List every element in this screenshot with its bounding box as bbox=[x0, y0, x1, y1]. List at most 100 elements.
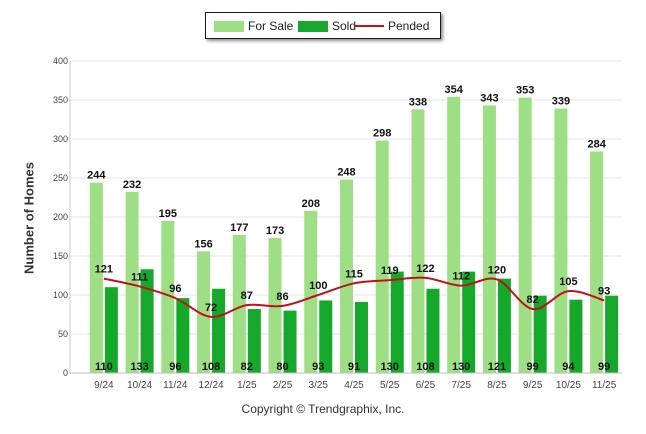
pended-value-label: 112 bbox=[452, 271, 470, 283]
legend-item-sold[interactable]: Sold bbox=[298, 19, 356, 33]
for-sale-bar[interactable] bbox=[482, 105, 496, 374]
for-sale-value-label: 173 bbox=[266, 225, 284, 237]
axes: 0 50 100 150 200 250 300 350 400 9/24 10/24 11/24 12… bbox=[53, 56, 622, 391]
for-sale-bar[interactable] bbox=[340, 179, 353, 373]
pended-value-label: 105 bbox=[559, 276, 577, 288]
sold-bar[interactable] bbox=[247, 309, 261, 373]
sold-value-label: 93 bbox=[312, 361, 324, 373]
x-tick-label: 5/25 bbox=[380, 380, 400, 391]
y-tick-label: 0 bbox=[63, 368, 68, 378]
sold-bars bbox=[104, 269, 619, 373]
for-sale-value-label: 354 bbox=[445, 84, 464, 96]
x-tick-label: 11/25 bbox=[592, 380, 617, 391]
sold-value-label: 94 bbox=[562, 361, 575, 373]
pended-value-label: 87 bbox=[241, 290, 253, 302]
pended-value-label: 96 bbox=[169, 283, 181, 295]
legend-label-pended: Pended bbox=[388, 19, 430, 33]
y-tick-label: 250 bbox=[53, 173, 68, 183]
for-sale-value-label: 298 bbox=[373, 128, 391, 140]
sold-value-label: 130 bbox=[381, 361, 399, 373]
legend-item-pended[interactable]: Pended bbox=[354, 19, 429, 33]
sold-bar[interactable] bbox=[283, 310, 297, 373]
sold-bar[interactable] bbox=[176, 298, 190, 373]
pended-value-label: 121 bbox=[95, 264, 113, 276]
legend-item-for-sale[interactable]: For Sale bbox=[214, 19, 293, 33]
for-sale-value-label: 338 bbox=[409, 96, 427, 108]
sold-value-label: 82 bbox=[241, 361, 253, 373]
sold-value-label: 121 bbox=[488, 361, 506, 373]
for-sale-value-label: 195 bbox=[159, 208, 177, 220]
x-tick-label: 12/24 bbox=[199, 380, 224, 391]
sold-bar[interactable] bbox=[605, 295, 619, 373]
sold-bar[interactable] bbox=[319, 300, 333, 373]
for-sale-bar[interactable] bbox=[304, 210, 318, 373]
pended-value-label: 93 bbox=[598, 285, 610, 297]
x-tick-label: 1/25 bbox=[237, 380, 257, 391]
for-sale-value-label: 156 bbox=[194, 238, 212, 250]
for-sale-bar[interactable] bbox=[554, 108, 568, 373]
sold-value-label: 110 bbox=[95, 361, 113, 373]
x-tick-label: 6/25 bbox=[416, 380, 436, 391]
data-labels: 244 110 121 232 133 111 195 96 96 156 108 72 177 82 87… bbox=[87, 84, 610, 373]
sold-bar[interactable] bbox=[212, 288, 226, 373]
legend-swatch-pended bbox=[354, 25, 384, 27]
pended-value-label: 72 bbox=[205, 302, 217, 314]
sold-bar[interactable] bbox=[533, 295, 547, 373]
sold-bar[interactable] bbox=[462, 271, 476, 373]
legend-swatch-for-sale bbox=[214, 20, 244, 32]
sold-bar[interactable] bbox=[104, 287, 118, 373]
for-sale-bar[interactable] bbox=[125, 192, 139, 373]
x-tick-label: 2/25 bbox=[273, 380, 293, 391]
sold-bar[interactable] bbox=[390, 271, 404, 373]
sold-value-label: 91 bbox=[348, 361, 360, 373]
for-sale-bar[interactable] bbox=[375, 140, 389, 373]
copyright-footer: Copyright © Trendgraphix, Inc. bbox=[241, 402, 405, 416]
x-tick-label: 3/25 bbox=[309, 380, 329, 391]
y-tick-label: 300 bbox=[53, 134, 68, 144]
sold-value-label: 130 bbox=[452, 361, 470, 373]
sold-bar[interactable] bbox=[497, 278, 511, 373]
for-sale-value-label: 177 bbox=[230, 222, 248, 234]
x-tick-label: 11/24 bbox=[163, 380, 188, 391]
sold-bar[interactable] bbox=[355, 302, 368, 373]
sold-bar[interactable] bbox=[140, 269, 154, 373]
for-sale-value-label: 232 bbox=[123, 179, 141, 191]
for-sale-bar[interactable] bbox=[518, 97, 532, 373]
pended-value-label: 119 bbox=[381, 265, 399, 277]
x-tick-label: 10/24 bbox=[127, 380, 152, 391]
y-axis-label: Number of Homes bbox=[21, 162, 37, 274]
sold-value-label: 99 bbox=[598, 361, 610, 373]
sold-value-label: 133 bbox=[130, 361, 148, 373]
pended-line bbox=[103, 276, 605, 318]
pended-value-label: 100 bbox=[309, 280, 327, 292]
x-tick-label: 9/25 bbox=[523, 380, 543, 391]
x-tick-label: 4/25 bbox=[344, 380, 364, 391]
legend-swatch-sold bbox=[298, 20, 328, 32]
for-sale-value-label: 248 bbox=[337, 167, 355, 179]
x-tick-label: 8/25 bbox=[487, 380, 507, 391]
y-tick-label: 350 bbox=[53, 95, 68, 105]
y-tick-label: 200 bbox=[53, 212, 68, 222]
pended-series-line[interactable] bbox=[103, 276, 605, 318]
x-tick-label: 10/25 bbox=[556, 380, 581, 391]
for-sale-bar[interactable] bbox=[197, 251, 211, 373]
sold-bar[interactable] bbox=[569, 299, 583, 373]
for-sale-bars bbox=[89, 96, 604, 374]
pended-value-label: 115 bbox=[345, 268, 363, 280]
for-sale-bar[interactable] bbox=[590, 151, 604, 373]
for-sale-bar[interactable] bbox=[232, 234, 246, 373]
for-sale-value-label: 208 bbox=[302, 198, 320, 210]
pended-value-label: 111 bbox=[131, 271, 148, 283]
for-sale-value-label: 353 bbox=[516, 85, 534, 97]
for-sale-bar[interactable] bbox=[89, 182, 103, 373]
for-sale-bar[interactable] bbox=[447, 96, 461, 373]
y-tick-label: 400 bbox=[53, 56, 68, 66]
for-sale-bar[interactable] bbox=[411, 109, 425, 374]
for-sale-bar[interactable] bbox=[161, 220, 175, 373]
for-sale-value-label: 339 bbox=[552, 96, 570, 108]
legend: For Sale Sold Pended bbox=[205, 12, 441, 39]
sold-value-label: 80 bbox=[276, 361, 288, 373]
sold-bar[interactable] bbox=[426, 288, 440, 373]
pended-value-label: 82 bbox=[527, 294, 539, 306]
